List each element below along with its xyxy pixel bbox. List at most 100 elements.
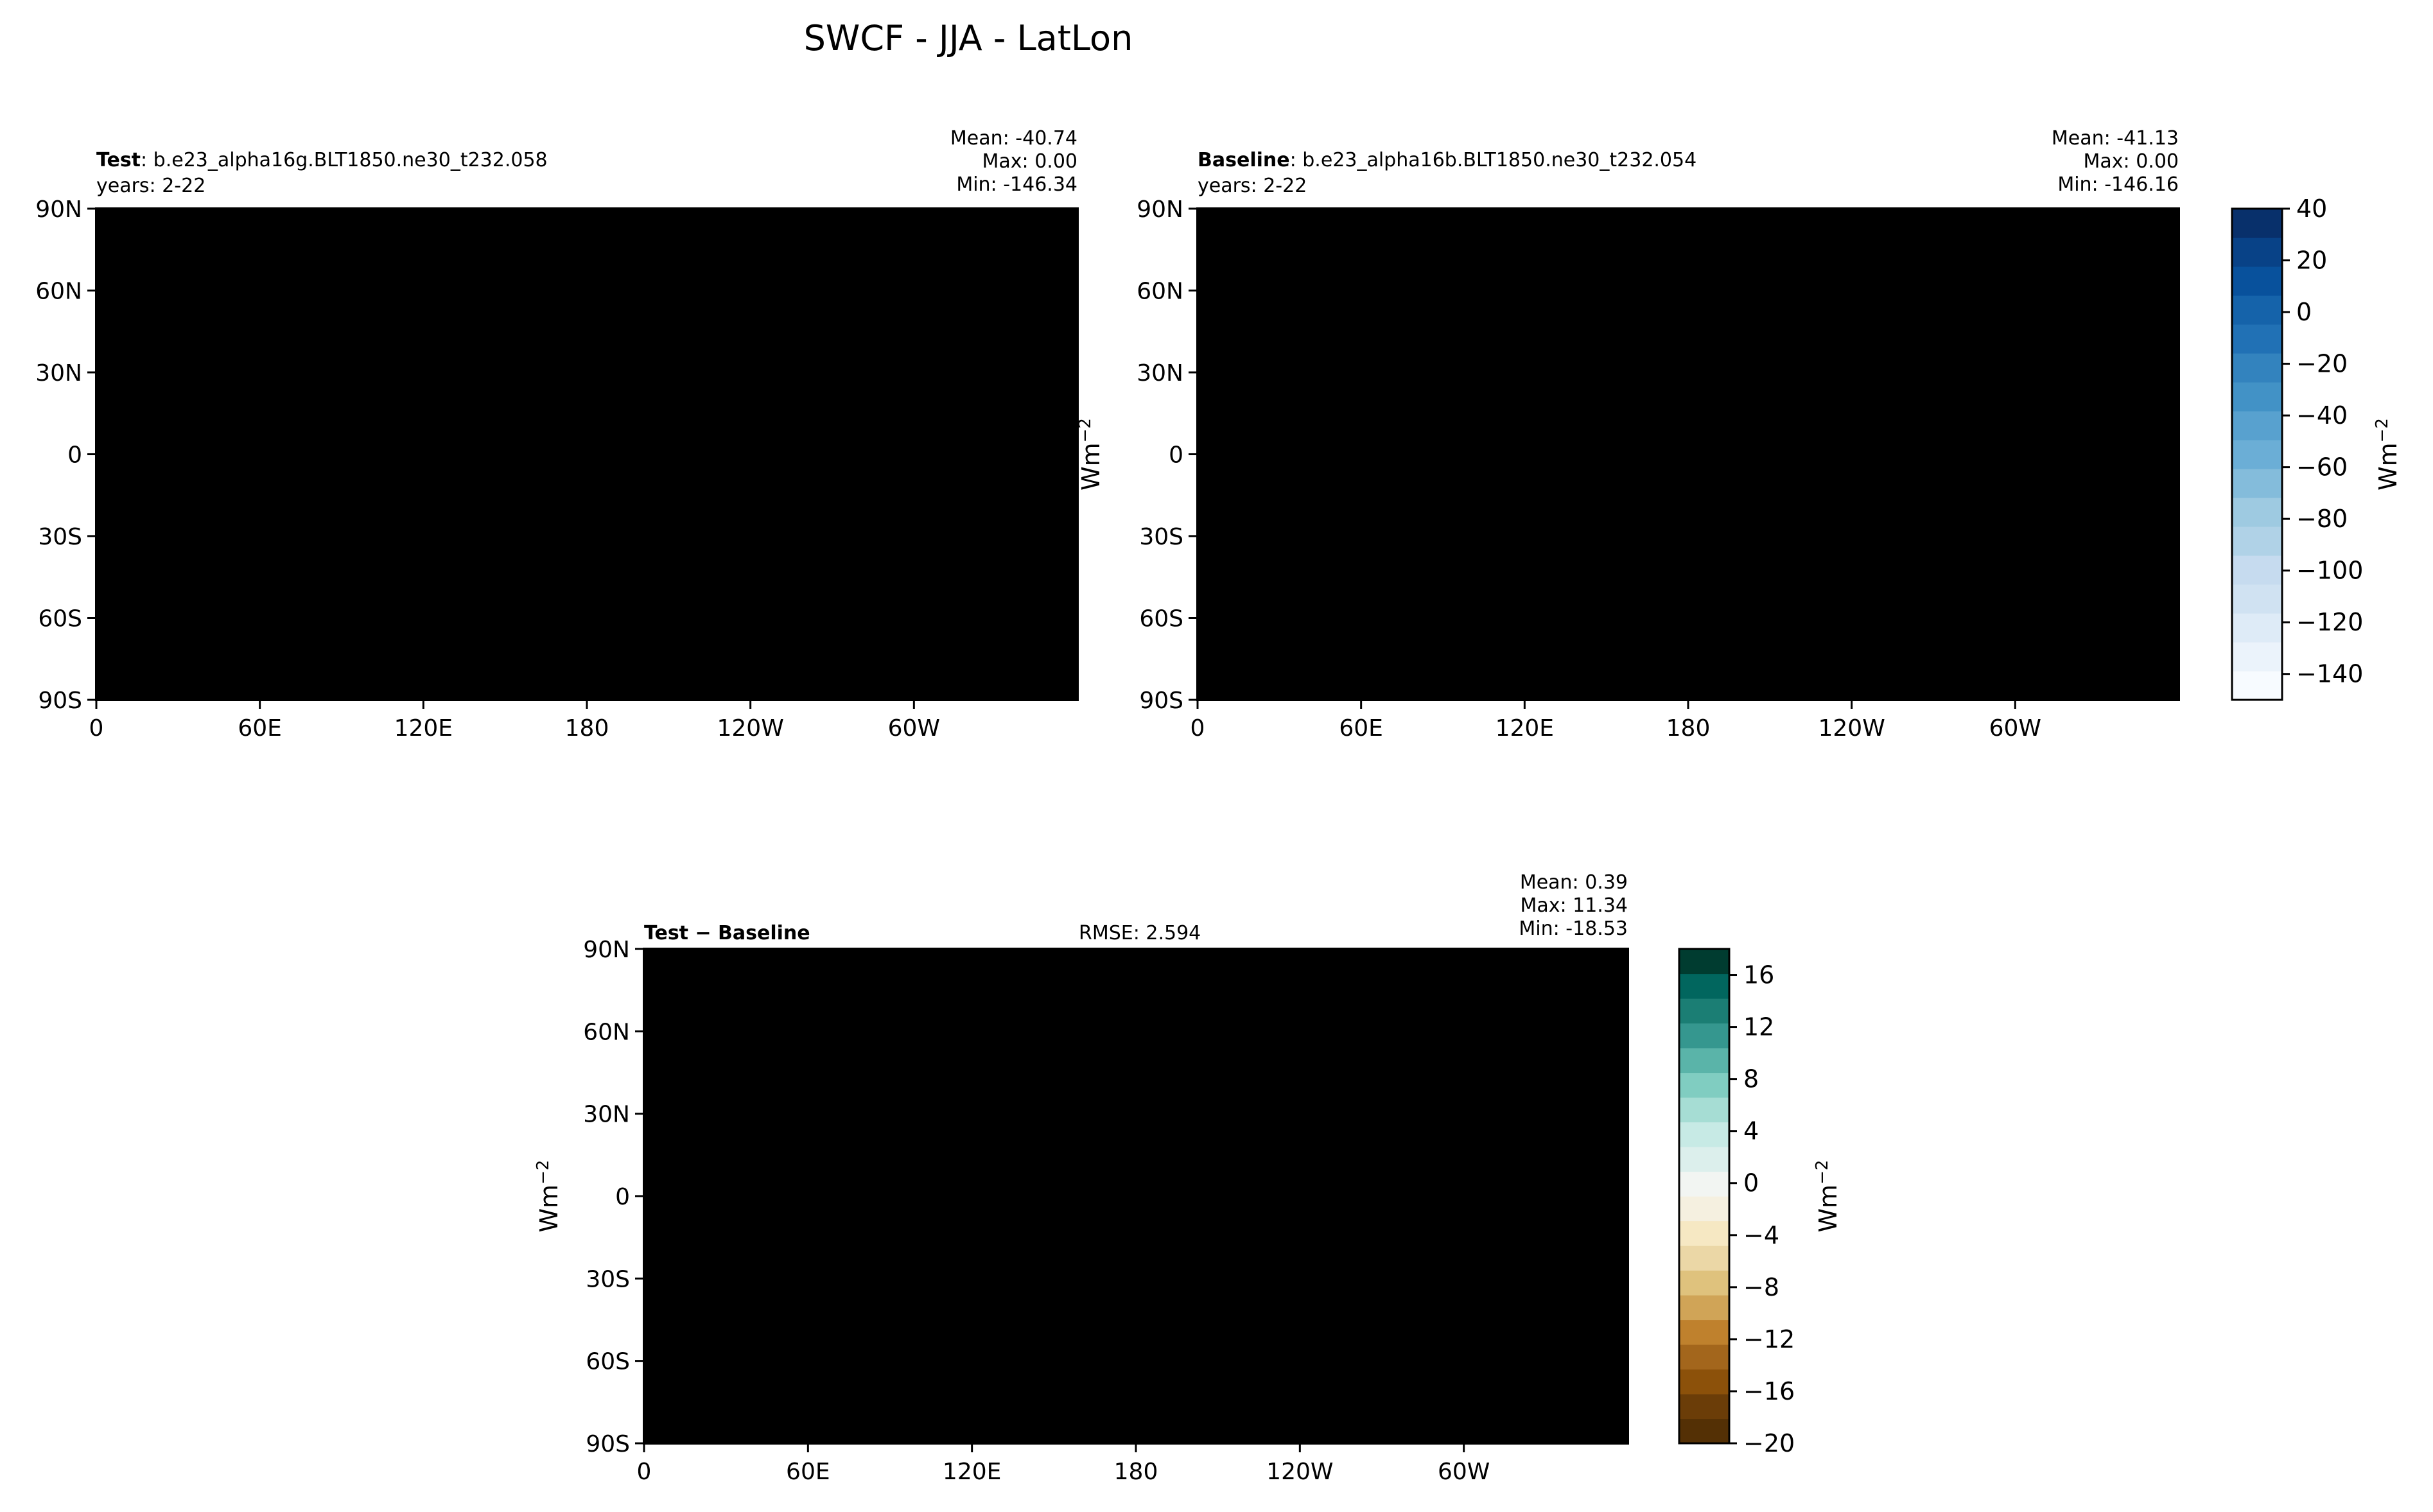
y-tick-label: 30N [35, 360, 82, 387]
colorbar-tick-label: −20 [1743, 1429, 1795, 1457]
colorbar-segment [2232, 440, 2282, 469]
y-tick-label: 0 [1169, 442, 1183, 469]
panel-title-case: : b.e23_alpha16g.BLT1850.ne30_t232.058 [141, 149, 548, 171]
panel-stat: Mean: -41.13 [2052, 127, 2179, 150]
colorbar-tick-label: 40 [2296, 195, 2327, 223]
panel-title-bold: Test [96, 149, 141, 171]
figure-title: SWCF - JJA - LatLon [804, 18, 1133, 58]
y-tick-label: 30S [1139, 524, 1183, 550]
colorbar-diff: 16 12 8 4 0 −4 −8 −12 −16 −20 Wm−2 [1678, 948, 1842, 1457]
x-tick-label: 0 [89, 715, 104, 742]
colorbar-frame [1678, 948, 1731, 1445]
colorbar-tick-label: −140 [2296, 660, 2363, 688]
colorbar-segment [2232, 555, 2282, 585]
colorbar-segment [1679, 1270, 1729, 1296]
y-tick-label: 30S [38, 524, 82, 550]
panel-stat: Min: -18.53 [1519, 917, 1628, 940]
colorbar-tick-label: 0 [1743, 1169, 1759, 1197]
colorbar-segment [1679, 1319, 1729, 1345]
panel-title: Test: b.e23_alpha16g.BLT1850.ne30_t232.0… [96, 149, 548, 171]
y-tick-label: 60N [583, 1019, 630, 1045]
colorbar-segment [2232, 584, 2282, 614]
y-tick-label: 60S [1139, 606, 1183, 632]
colorbar-tick-label: −16 [1743, 1377, 1795, 1405]
unit-label-base: Wm [2374, 442, 2402, 491]
colorbar-tick-label: 12 [1743, 1013, 1774, 1041]
x-tick-label: 60E [1339, 715, 1383, 742]
x-tick-label: 120E [1496, 715, 1554, 742]
colorbar-tick-label: 16 [1743, 961, 1774, 989]
panel-stat: Mean: 0.39 [1520, 871, 1628, 894]
panel-stat: Mean: -40.74 [950, 127, 1077, 150]
colorbar-segment [2232, 295, 2282, 325]
panel-title-bold: Baseline [1198, 149, 1290, 171]
colorbar-segment [1679, 1418, 1729, 1444]
colorbar-segment [1679, 1344, 1729, 1370]
x-tick-label: 60W [1438, 1459, 1490, 1485]
colorbar-segment [1679, 1246, 1729, 1271]
colorbar-segment [1679, 998, 1729, 1024]
y-tick-label: 90S [1139, 688, 1183, 714]
coastlines [96, 223, 1077, 675]
x-tick-label: 120W [717, 715, 784, 742]
map-panel-diff: 0 60E 120E 180 120W 60W 90N 60N 30N 0 30S 60S 90S Tes… [534, 871, 1629, 1485]
unit-label-base: Wm [1077, 442, 1105, 491]
colorbar-segment [1679, 1122, 1729, 1147]
x-tick-label: 120W [1818, 715, 1885, 742]
map-field [644, 949, 1628, 1443]
x-tick-label: 120W [1266, 1459, 1333, 1485]
x-tick-label: 120E [943, 1459, 1001, 1485]
colorbar-segment [1679, 1221, 1729, 1246]
y-tick-label: 30N [1137, 360, 1183, 387]
colorbar-tick-label: −4 [1743, 1221, 1779, 1249]
panel-title: Baseline: b.e23_alpha16b.BLT1850.ne30_t2… [1198, 149, 1696, 171]
colorbar-tick-label: 0 [2296, 298, 2312, 326]
colorbar-segment [2232, 382, 2282, 412]
colorbar-tick-label: 20 [2296, 247, 2327, 275]
y-tick-label: 60S [38, 606, 82, 632]
colorbar-segment [2232, 469, 2282, 498]
panel-years: years: 2-22 [1198, 175, 1307, 197]
colorbar-segment [1679, 1295, 1729, 1321]
colorbar-segment [1679, 1369, 1729, 1395]
colorbar-segment [2232, 498, 2282, 527]
map-panel-test: 0 60E 120E 180 120W 60W 90N 60N 30N 0 30S 60S 90S Tes… [35, 127, 1079, 742]
colorbar-unit-label: Wm−2 [2373, 418, 2402, 491]
coastlines [644, 964, 1628, 1418]
y-tick-label: 60N [35, 279, 82, 305]
panel-stat: Max: 0.00 [982, 150, 1077, 173]
colorbar-tick-label: 8 [1743, 1065, 1759, 1093]
colorbar-segment [1679, 1097, 1729, 1123]
colorbar-tick-label: 4 [1743, 1117, 1759, 1145]
y-tick-label: 90N [1137, 196, 1183, 223]
colorbar-segment [1679, 1023, 1729, 1048]
colorbar-unit-label: Wm−2 [1813, 1160, 1842, 1233]
panel-stat: Min: -146.16 [2057, 173, 2179, 196]
coastlines [1198, 223, 2179, 675]
x-tick-label: 0 [1190, 715, 1205, 742]
y-tick-label: 90S [586, 1431, 630, 1457]
y-tick-label: 90N [583, 937, 630, 963]
colorbar-segment [2232, 324, 2282, 354]
colorbar-segment [2232, 526, 2282, 556]
colorbar-tick-label: −100 [2296, 557, 2363, 585]
colorbar-segment [1679, 1394, 1729, 1420]
colorbar-segment [1679, 973, 1729, 999]
panel-stat: Max: 0.00 [2084, 150, 2179, 173]
x-tick-label: 120E [394, 715, 453, 742]
x-tick-label: 180 [1666, 715, 1711, 742]
colorbar-tick-label: −120 [2296, 608, 2363, 636]
map-panel-baseline: 0 60E 120E 180 120W 60W 90N 60N 30N 0 30S 60S 90S Bas… [1076, 127, 2180, 742]
colorbar-main: 40 20 0 −20 −40 −60 −80 −100 −120 −140 Wm−2 [2231, 195, 2402, 701]
unit-label-base: Wm [1814, 1185, 1842, 1233]
colorbar-segment [2232, 642, 2282, 672]
unit-label-exp: −2 [534, 1160, 553, 1185]
colorbar-tick-label: −12 [1743, 1325, 1795, 1353]
y-tick-label: 60N [1137, 279, 1183, 305]
x-tick-label: 60E [786, 1459, 830, 1485]
colorbar-segment [2232, 613, 2282, 643]
panel-rmse: RMSE: 2.594 [1079, 922, 1201, 944]
y-tick-label: 60S [586, 1349, 630, 1375]
colorbar-segment [1679, 1147, 1729, 1172]
x-tick-label: 60W [888, 715, 940, 742]
